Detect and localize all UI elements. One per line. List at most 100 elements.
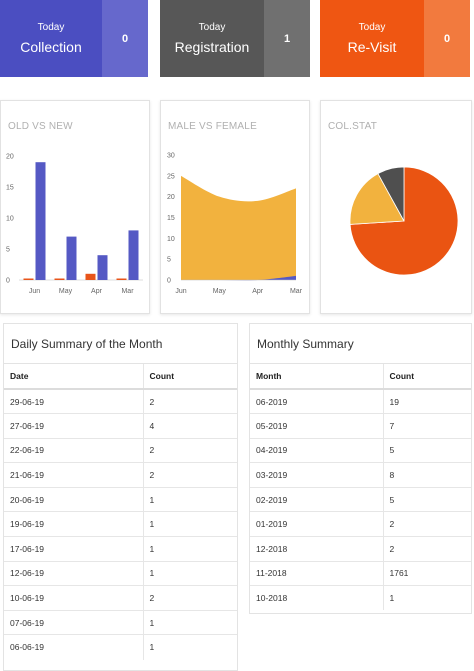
monthly-cell-label: 04-2019 [250, 437, 383, 463]
area-chart-male-vs-female: 0 5 10 15 20 25 30 Jun May Apr Mar [167, 153, 303, 296]
monthly-cell-label: 12-2018 [250, 536, 383, 562]
daily-cell-label: 21-06-19 [4, 462, 143, 488]
tile-collection[interactable]: Today Collection 0 [0, 0, 148, 77]
daily-cell-label: 17-06-19 [4, 536, 143, 562]
daily-cell-label: 12-06-19 [4, 560, 143, 586]
chart-title-old-vs-new: OLD VS NEW [8, 121, 73, 132]
monthly-cell-count: 2 [382, 536, 471, 562]
daily-table-row: 22-06-19 2 [4, 437, 237, 463]
tile-revisit-count: 0 [424, 0, 470, 77]
daily-cell-count: 1 [142, 536, 237, 562]
tile-registration-label: Registration [174, 39, 250, 55]
monthly-cell-count: 8 [382, 462, 471, 488]
daily-header-date: Date [4, 364, 143, 390]
y-tick-label: 0 [6, 278, 10, 285]
daily-table-row: 20-06-19 1 [4, 486, 237, 512]
daily-table-row: 19-06-19 1 [4, 511, 237, 537]
x-tick-label: Jun [175, 288, 186, 295]
monthly-summary-table: Month Count 06-2019 19 05-2019 7 04-2019 5 03-… [250, 364, 471, 611]
tile-collection-main: Today Collection [0, 0, 102, 77]
daily-table-row: 06-06-19 1 [4, 634, 237, 660]
daily-cell-count: 2 [142, 462, 237, 488]
monthly-table-row: 06-2019 19 [250, 388, 471, 414]
daily-summary-title: Daily Summary of the Month [4, 324, 237, 364]
monthly-cell-count: 2 [382, 511, 471, 537]
monthly-summary-title: Monthly Summary [250, 324, 471, 364]
x-tick-label: Apr [91, 288, 103, 295]
monthly-table-row: 11-2018 1761 [250, 560, 471, 586]
tile-registration[interactable]: Today Registration 1 [160, 0, 310, 77]
daily-cell-count: 1 [142, 486, 237, 512]
monthly-summary-panel: Monthly Summary Month Count 06-2019 19 05-… [249, 323, 472, 614]
daily-cell-count: 1 [142, 634, 237, 660]
x-tick-label: May [213, 288, 227, 295]
y-tick-label: 25 [167, 173, 175, 180]
monthly-cell-count: 1 [382, 585, 471, 611]
monthly-cell-count: 1761 [382, 560, 471, 586]
daily-cell-label: 07-06-19 [4, 609, 143, 635]
y-tick-label: 20 [6, 154, 14, 161]
daily-cell-count: 1 [142, 511, 237, 537]
monthly-cell-count: 19 [382, 388, 471, 414]
pie-slice-2 [377, 166, 405, 222]
monthly-table-row: 05-2019 7 [250, 413, 471, 439]
daily-cell-label: 22-06-19 [4, 437, 143, 463]
bar-new [128, 230, 139, 280]
daily-cell-label: 10-06-19 [4, 585, 143, 611]
daily-table-row: 29-06-19 2 [4, 388, 237, 414]
card-old-vs-new: OLD VS NEW 0 5 10 15 20 Jun May Apr Mar [0, 100, 150, 314]
monthly-cell-count: 7 [382, 413, 471, 439]
monthly-cell-count: 5 [382, 486, 471, 512]
y-tick-label: 0 [167, 278, 171, 285]
x-tick-label: Jun [29, 288, 40, 295]
daily-cell-count: 2 [142, 585, 237, 611]
monthly-cell-label: 05-2019 [250, 413, 383, 439]
x-tick-label: Mar [121, 288, 134, 295]
bar-chart-old-vs-new: 0 5 10 15 20 Jun May Apr Mar [6, 154, 143, 295]
tile-collection-caption: Today [37, 22, 65, 33]
monthly-cell-label: 02-2019 [250, 486, 383, 512]
tile-registration-main: Today Registration [160, 0, 264, 77]
tile-registration-count: 1 [264, 0, 310, 77]
daily-cell-count: 1 [142, 609, 237, 635]
bar-new [97, 255, 108, 280]
monthly-cell-count: 5 [382, 437, 471, 463]
monthly-table-row: 12-2018 2 [250, 536, 471, 562]
y-tick-label: 5 [167, 257, 171, 264]
monthly-table-row: 04-2019 5 [250, 437, 471, 463]
daily-cell-count: 2 [142, 437, 237, 463]
area-series-female [181, 175, 296, 280]
tile-revisit-label: Re-Visit [347, 39, 397, 55]
tile-revisit[interactable]: Today Re-Visit 0 [320, 0, 470, 77]
bar-old [85, 273, 96, 280]
daily-cell-label: 19-06-19 [4, 511, 143, 537]
monthly-table-row: 02-2019 5 [250, 486, 471, 512]
bar-new [66, 236, 77, 280]
bar-old [116, 278, 127, 280]
card-male-vs-female: MALE VS FEMALE 0 5 10 15 20 25 30 Jun May Apr Mar [160, 100, 310, 314]
daily-cell-count: 1 [142, 560, 237, 586]
monthly-cell-label: 03-2019 [250, 462, 383, 488]
y-tick-label: 5 [6, 247, 10, 254]
card-col-stat: COL.STAT [320, 100, 472, 314]
monthly-cell-label: 06-2019 [250, 388, 383, 414]
bar-old [23, 278, 34, 280]
daily-header-count: Count [142, 364, 237, 390]
monthly-header-row: Month Count [250, 364, 471, 390]
x-tick-label: Apr [252, 288, 264, 295]
monthly-cell-label: 10-2018 [250, 585, 383, 611]
y-tick-label: 30 [167, 153, 175, 160]
x-tick-label: Mar [290, 288, 303, 295]
daily-summary-panel: Daily Summary of the Month Date Count 29… [3, 323, 238, 671]
daily-cell-label: 29-06-19 [4, 388, 143, 414]
monthly-header-month: Month [250, 364, 383, 390]
daily-table-row: 27-06-19 4 [4, 413, 237, 439]
daily-summary-body: 29-06-19 2 27-06-19 4 22-06-19 2 21-06-19 2 20-0… [4, 388, 237, 660]
tile-registration-caption: Today [198, 22, 226, 33]
daily-summary-table: Date Count 29-06-19 2 27-06-19 4 22-06-19 2 21… [4, 364, 237, 660]
monthly-cell-label: 11-2018 [250, 560, 383, 586]
monthly-header-count: Count [382, 364, 471, 390]
monthly-table-row: 03-2019 8 [250, 462, 471, 488]
daily-cell-count: 4 [142, 413, 237, 439]
tile-revisit-caption: Today [358, 22, 386, 33]
